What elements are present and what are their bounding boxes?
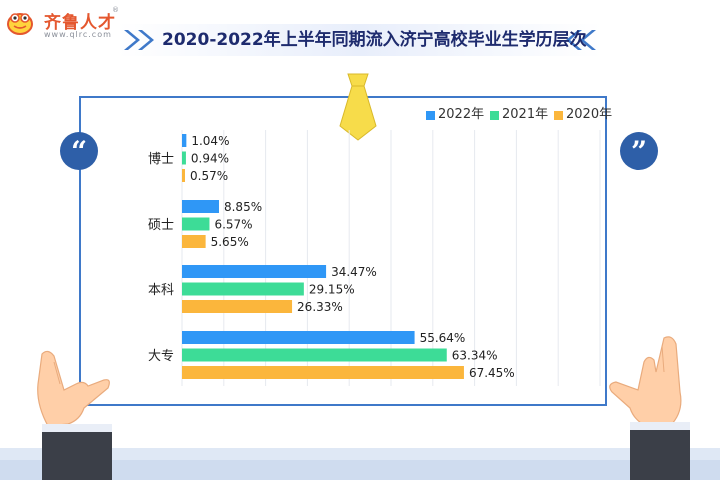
category-label: 本科 [148, 283, 174, 298]
legend-swatch-2022 [426, 111, 435, 120]
legend-label-2021: 2021年 [502, 107, 549, 122]
bar [182, 169, 185, 182]
legend-swatch-2020 [554, 111, 563, 120]
svg-text:“: “ [71, 135, 87, 168]
tie-icon [339, 73, 377, 141]
svg-text:”: ” [631, 135, 647, 168]
data-label: 1.04% [191, 134, 229, 148]
double-chevron-right-icon [124, 30, 154, 50]
legend-label-2022: 2022年 [438, 107, 485, 122]
bar [182, 300, 293, 313]
bar [182, 282, 304, 296]
legend-label-2020: 2020年 [566, 107, 613, 122]
category-label: 硕士 [148, 218, 174, 233]
brand-url: www.qlrc.com [44, 30, 112, 39]
title-banner-background [118, 24, 602, 56]
open-quote-icon: “ [60, 132, 98, 170]
data-label: 0.94% [191, 152, 229, 166]
bar [182, 366, 464, 379]
bar [182, 235, 206, 248]
brand-logo[interactable]: 齐鲁人才 www.qlrc.com ® [6, 6, 119, 42]
bar [182, 265, 327, 278]
floor-band [0, 460, 720, 480]
hand-holding-board-left [37, 350, 112, 480]
legend-swatch-2021 [490, 111, 499, 120]
brand-name: 齐鲁人才 [44, 13, 116, 33]
title-banner: 2020-2022年上半年同期流入济宁高校毕业生学历层次 [118, 24, 602, 56]
bar [182, 151, 186, 165]
registered-mark: ® [112, 6, 119, 14]
data-label: 63.34% [452, 349, 498, 363]
bar [182, 134, 187, 147]
data-label: 55.64% [420, 331, 466, 345]
hand-holding-board-right [609, 336, 690, 480]
bar [182, 331, 415, 344]
close-quote-icon: ” [620, 132, 658, 170]
chart-title: 2020-2022年上半年同期流入济宁高校毕业生学历层次 [162, 30, 587, 50]
data-label: 8.85% [224, 200, 262, 214]
qlrc-frog-logo-icon [7, 13, 33, 35]
category-label: 大专 [148, 349, 174, 364]
double-chevron-left-icon [566, 30, 596, 50]
data-label: 67.45% [469, 366, 515, 380]
data-label: 29.15% [309, 283, 355, 297]
data-label: 26.33% [297, 300, 343, 314]
data-label: 6.57% [214, 218, 252, 232]
bar [182, 200, 219, 213]
bar [182, 348, 447, 362]
data-label: 0.57% [190, 169, 228, 183]
category-label: 博士 [148, 152, 174, 167]
bar [182, 217, 210, 231]
data-label: 34.47% [331, 265, 377, 279]
data-label: 5.65% [211, 235, 249, 249]
